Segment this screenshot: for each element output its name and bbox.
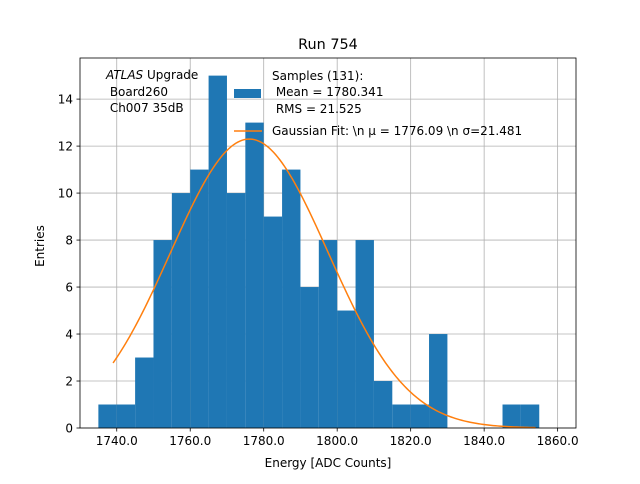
annotation-line-3: Ch007 35dB bbox=[106, 101, 184, 115]
legend-fit-label: Gaussian Fit: \n μ = 1776.09 \n σ=21.481 bbox=[272, 124, 522, 138]
histogram-bar-17 bbox=[410, 404, 430, 428]
y-tick-label-4: 8 bbox=[65, 234, 73, 248]
histogram-bar-4 bbox=[171, 193, 191, 428]
x-tick-label-4: 1820.0 bbox=[390, 434, 432, 448]
x-tick-label-0: 1740.0 bbox=[96, 434, 138, 448]
histogram-bar-14 bbox=[355, 240, 374, 428]
histogram-bar-23 bbox=[520, 404, 540, 428]
annotation-atlas: ATLAS bbox=[105, 68, 144, 82]
legend-samples-line-1: Samples (131): bbox=[272, 69, 363, 83]
annotation-line-2: Board260 bbox=[106, 85, 168, 99]
legend: Samples (131): Mean = 1780.341 RMS = 21.… bbox=[234, 69, 522, 138]
annotation-line-1: ATLAS Upgrade bbox=[105, 68, 198, 82]
histogram-bar-3 bbox=[153, 240, 172, 428]
x-tick-label-2: 1780.0 bbox=[243, 434, 285, 448]
histogram-bar-22 bbox=[502, 404, 521, 428]
y-tick-label-0: 0 bbox=[65, 422, 73, 436]
histogram-bar-7 bbox=[226, 193, 246, 428]
histogram-bar-12 bbox=[318, 240, 338, 428]
histogram-bar-11 bbox=[300, 287, 319, 428]
plot-frame bbox=[79, 57, 577, 429]
fit-curve bbox=[112, 138, 536, 429]
histogram-bar-5 bbox=[190, 169, 209, 429]
histogram-bar-15 bbox=[373, 381, 393, 428]
histogram-bar-10 bbox=[282, 169, 301, 429]
y-axis-ticks: 0 2 4 6 8 10 12 14 bbox=[58, 93, 80, 436]
legend-swatch-samples bbox=[234, 89, 261, 98]
x-tick-label-6: 1860.0 bbox=[537, 434, 579, 448]
histogram-bar-16 bbox=[392, 404, 411, 428]
gaussian-fit bbox=[112, 138, 536, 429]
chart-title: Run 754 bbox=[298, 37, 358, 53]
histogram-bar-8 bbox=[245, 122, 264, 428]
histogram-bar-2 bbox=[135, 357, 154, 428]
y-tick-label-2: 4 bbox=[65, 328, 73, 342]
histogram-bars bbox=[98, 75, 540, 429]
y-tick-label-7: 14 bbox=[58, 93, 73, 107]
histogram-bar-1 bbox=[116, 404, 136, 428]
x-tick-label-3: 1800.0 bbox=[316, 434, 358, 448]
x-tick-label-5: 1840.0 bbox=[463, 434, 505, 448]
legend-samples-line-3: RMS = 21.525 bbox=[272, 102, 362, 116]
histogram-bar-0 bbox=[98, 404, 117, 428]
y-axis-label: Entries bbox=[33, 225, 47, 267]
histogram-bar-18 bbox=[429, 334, 448, 428]
x-axis-label: Energy [ADC Counts] bbox=[265, 456, 392, 470]
y-tick-label-5: 10 bbox=[58, 187, 73, 201]
x-axis-ticks: 1740.0 1760.0 1780.0 1800.0 1820.0 1840.0 1860… bbox=[96, 428, 579, 448]
y-tick-label-6: 12 bbox=[58, 140, 73, 154]
y-tick-label-3: 6 bbox=[65, 281, 73, 295]
y-tick-label-1: 2 bbox=[65, 375, 73, 389]
histogram-bar-9 bbox=[263, 216, 283, 428]
legend-samples-line-2: Mean = 1780.341 bbox=[272, 85, 383, 99]
x-tick-label-1: 1760.0 bbox=[169, 434, 211, 448]
annotation-text: ATLAS Upgrade Board260 Ch007 35dB bbox=[105, 68, 198, 115]
histogram-bar-6 bbox=[208, 75, 227, 428]
annotation-upgrade: Upgrade bbox=[143, 68, 198, 82]
histogram-bar-13 bbox=[337, 310, 356, 428]
